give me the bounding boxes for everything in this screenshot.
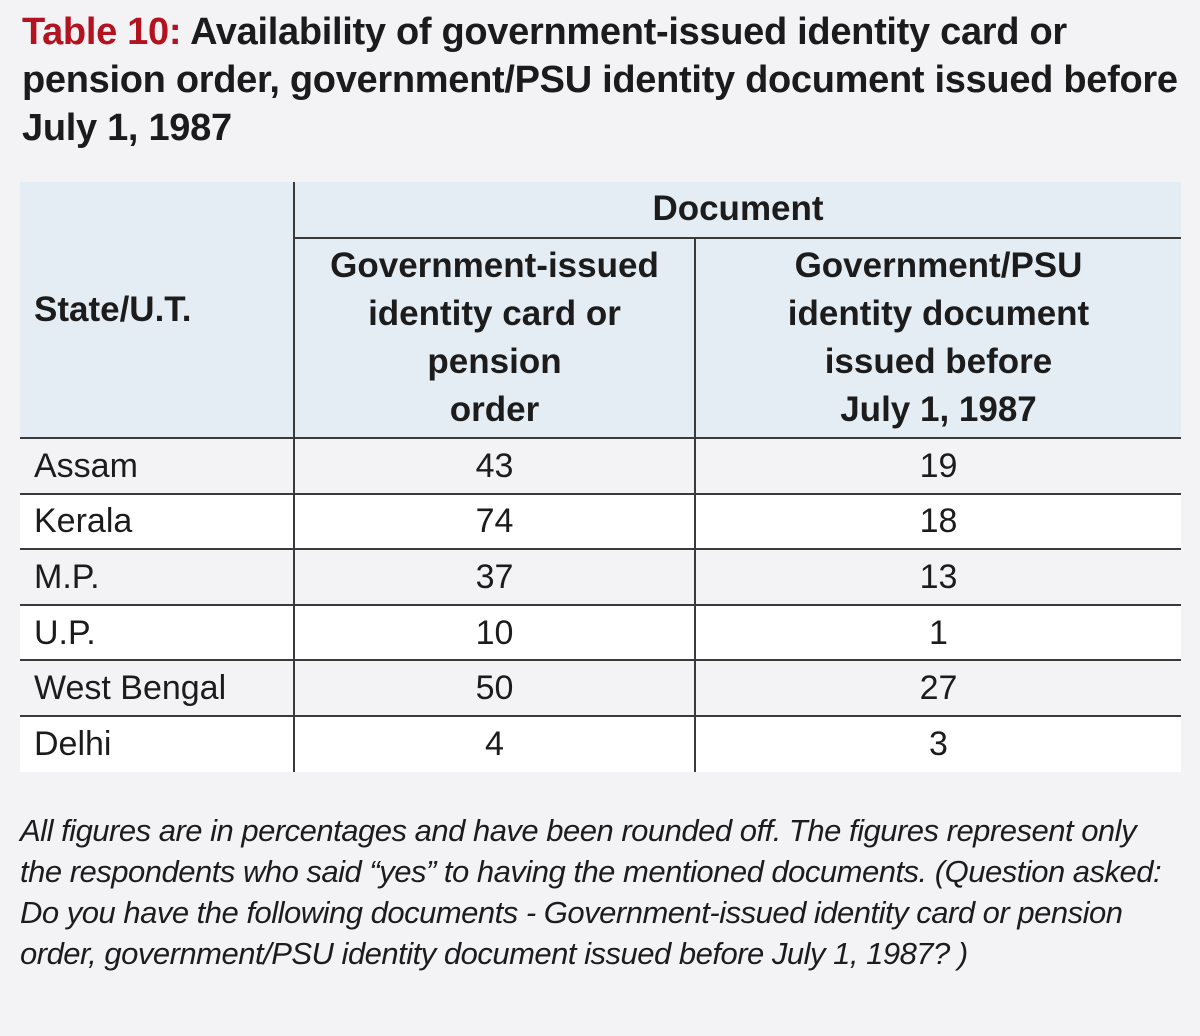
govt-id-card-value: 74 <box>294 493 696 551</box>
psu-document-column-header: Government/PSU identity document issued … <box>695 237 1181 440</box>
govt-id-card-header-line: order <box>449 389 540 429</box>
table-row: West Bengal 50 27 <box>20 660 1181 717</box>
psu-document-value: 18 <box>695 493 1181 551</box>
table-row: Delhi 4 3 <box>20 715 1181 772</box>
table-title-text: Availability of government-issued identi… <box>22 11 1178 149</box>
document-group-header: Document <box>294 182 1181 239</box>
state-cell: Assam <box>20 438 295 495</box>
table-row: U.P. 10 1 <box>20 604 1181 662</box>
psu-document-header-line: July 1, 1987 <box>840 389 1037 429</box>
table-row: Assam 43 19 <box>20 438 1181 495</box>
table-row: M.P. 37 13 <box>20 549 1181 606</box>
psu-document-header-line: identity document <box>787 293 1090 333</box>
table-number-label: Table 10: <box>22 11 182 53</box>
govt-id-card-value: 50 <box>294 660 696 717</box>
govt-id-card-column-header: Government-issued identity card or pensi… <box>294 237 696 440</box>
table-row: Kerala 74 18 <box>20 493 1181 551</box>
table-title: Table 10: Availability of government-iss… <box>22 8 1182 152</box>
psu-document-header-line: Government/PSU <box>794 245 1083 285</box>
data-table: State/U.T. Document Government-issued id… <box>20 182 1181 772</box>
data-table-container: State/U.T. Document Government-issued id… <box>20 182 1181 772</box>
state-cell: Kerala <box>20 493 295 551</box>
psu-document-value: 13 <box>695 549 1181 606</box>
psu-document-value: 1 <box>695 604 1181 662</box>
govt-id-card-header-line: pension <box>427 341 562 381</box>
psu-document-value: 3 <box>695 715 1181 772</box>
state-column-header: State/U.T. <box>20 182 295 439</box>
state-cell: M.P. <box>20 549 295 606</box>
state-cell: West Bengal <box>20 660 295 717</box>
state-cell: Delhi <box>20 715 295 772</box>
psu-document-value: 19 <box>695 438 1181 495</box>
state-cell: U.P. <box>20 604 295 662</box>
psu-document-value: 27 <box>695 660 1181 717</box>
govt-id-card-header-line: Government-issued <box>330 245 659 285</box>
govt-id-card-value: 43 <box>294 438 696 495</box>
govt-id-card-value: 10 <box>294 604 696 662</box>
footnote: All figures are in percentages and have … <box>20 813 1162 971</box>
govt-id-card-value: 37 <box>294 549 696 606</box>
psu-document-header-line: issued before <box>824 341 1053 381</box>
govt-id-card-header-line: identity card or <box>368 293 621 333</box>
govt-id-card-value: 4 <box>294 715 696 772</box>
